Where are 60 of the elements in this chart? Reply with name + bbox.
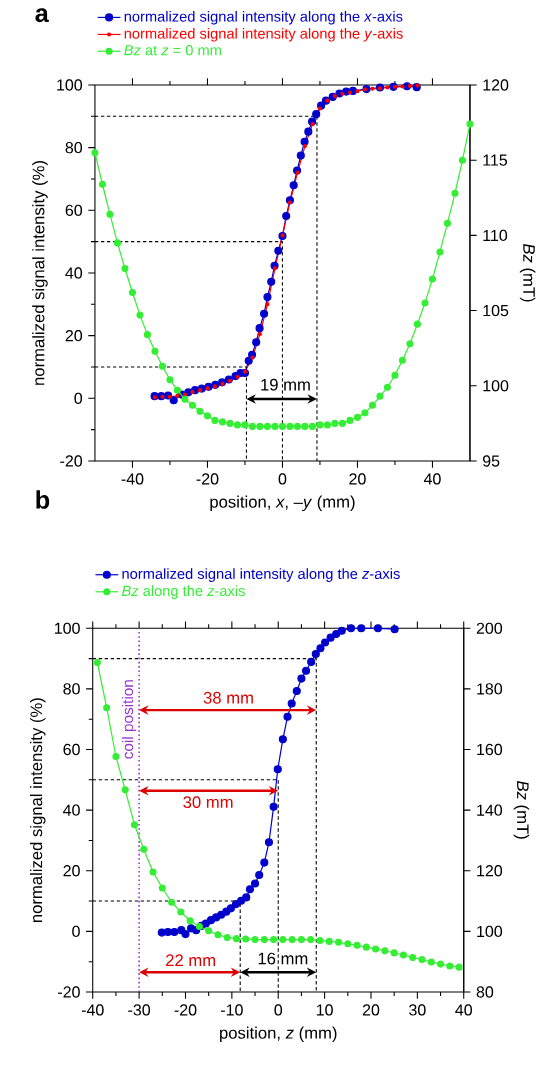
y2-tick-label: 120	[483, 79, 509, 91]
x-tick-label: 40	[423, 473, 441, 485]
x-axis-title: position, x, –y (mm)	[210, 495, 355, 512]
x-tick-label: 0	[278, 473, 287, 485]
y2-tick-label: 180	[477, 683, 502, 695]
y-tick-label: 20	[63, 865, 80, 877]
y-tick-label: 20	[65, 330, 82, 342]
y-tick-label: 0	[71, 925, 80, 938]
x-tick-label: -10	[220, 1004, 243, 1016]
x-tick-label: 40	[455, 1004, 472, 1016]
y-tick-label: 60	[63, 743, 80, 756]
y-tick-label: 60	[65, 204, 82, 216]
y2-tick-label: 120	[477, 865, 502, 877]
chart-title: b	[36, 490, 49, 509]
y2-axis-title: Bz (mT)	[519, 243, 536, 302]
y2-tick-label: 160	[477, 743, 502, 756]
x-tick-label: -20	[174, 1004, 197, 1016]
y-tick-label: -20	[57, 986, 80, 998]
annotation: 19 mm	[261, 378, 310, 391]
y-tick-label: 40	[62, 804, 80, 816]
y-tick-label: 100	[56, 79, 82, 91]
legend-label: normalized signal intensity along the x-axis	[124, 10, 403, 25]
legend-label: normalized signal intensity along the y-axis	[124, 27, 403, 42]
y2-tick-label: 100	[477, 925, 502, 938]
y-tick-label: 100	[54, 622, 80, 634]
x-tick-label: 20	[362, 1004, 380, 1016]
x-tick-label: 0	[274, 1004, 282, 1016]
chart-title: a	[35, 8, 49, 23]
y-tick-label: 80	[63, 683, 80, 695]
x-tick-label: -40	[121, 473, 144, 485]
x-tick-label: -20	[196, 473, 219, 485]
annotation: 16 mm	[258, 952, 307, 965]
legend-label: normalized signal intensity along the z-axis	[122, 568, 400, 582]
y-tick-label: -20	[60, 455, 82, 467]
ref-line-label: coil position	[121, 680, 136, 759]
y2-tick-label: 200	[476, 622, 502, 634]
y2-tick-label: 100	[483, 380, 509, 392]
y-tick-label: 0	[74, 392, 82, 404]
y-axis-title: normalized signal intensity (%)	[31, 161, 48, 385]
legend-label: Bz at z = 0 mm	[123, 44, 221, 56]
x-tick-label: -40	[81, 1004, 104, 1016]
y-axis-title: normalized signal intensity (%)	[29, 698, 46, 923]
x-tick-label: 10	[316, 1004, 333, 1016]
annotation: 22 mm	[165, 954, 215, 966]
annotation: 38 mm	[203, 691, 253, 704]
y2-tick-label: 140	[477, 804, 502, 816]
y2-tick-label: 105	[483, 304, 509, 317]
y2-tick-label: 115	[483, 154, 507, 166]
y-tick-label: 80	[65, 142, 82, 154]
y2-axis-title: Bz (mT)	[513, 781, 529, 839]
x-tick-label: 20	[349, 473, 366, 485]
x-tick-label: 30	[408, 1004, 426, 1016]
x-axis-title: position, z (mm)	[219, 1026, 337, 1043]
y-tick-label: 40	[65, 267, 82, 279]
y2-tick-label: 80	[476, 986, 493, 998]
annotation: 30 mm	[183, 796, 233, 809]
y2-tick-label: 95	[482, 455, 500, 467]
y2-tick-label: 110	[483, 229, 507, 242]
legend-label: Bz along the z-axis	[121, 585, 245, 599]
x-tick-label: -30	[128, 1004, 150, 1016]
